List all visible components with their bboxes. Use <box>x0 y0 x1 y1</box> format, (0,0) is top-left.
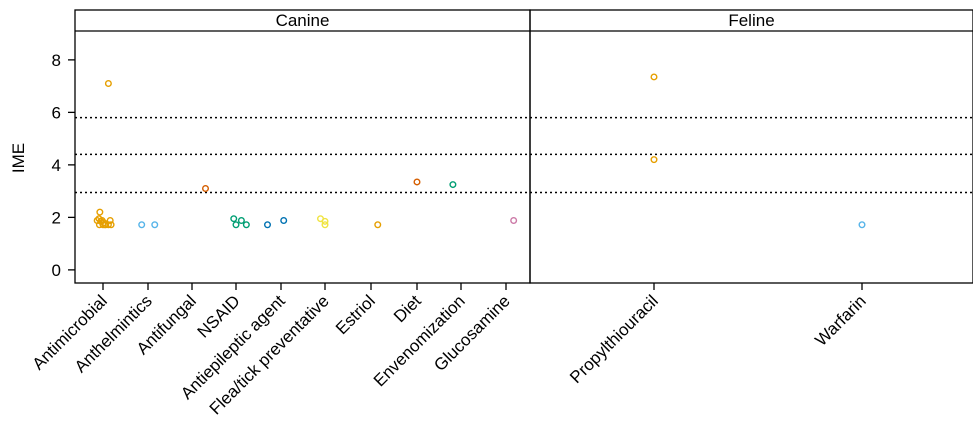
x-tick-label: Warfarin <box>811 291 869 349</box>
data-point <box>321 221 329 229</box>
y-axis-label: IME <box>9 143 28 173</box>
y-tick-label: 8 <box>52 51 61 70</box>
data-point <box>230 215 238 223</box>
data-point <box>858 221 866 229</box>
panel-strips: Canine Feline <box>276 11 775 30</box>
data-point <box>374 221 382 229</box>
y-tick-label: 6 <box>52 103 61 122</box>
data-point <box>232 221 240 229</box>
y-axis: 0 2 4 6 8 <box>52 51 75 280</box>
data-point <box>201 184 209 192</box>
panel-frame <box>74 9 531 284</box>
data-point <box>104 79 112 87</box>
data-point <box>321 217 329 225</box>
panel-strip-label: Canine <box>276 11 330 30</box>
data-point <box>264 221 272 229</box>
data-point <box>138 221 146 229</box>
y-tick-label: 0 <box>52 261 61 280</box>
data-point <box>96 208 104 216</box>
data-point <box>242 221 250 229</box>
data-point <box>151 221 159 229</box>
data-point <box>280 217 288 225</box>
x-tick-label: Propylthiouracil <box>566 291 662 387</box>
data-point <box>106 217 114 225</box>
y-tick-label: 4 <box>52 156 61 175</box>
data-point <box>449 181 457 189</box>
data-point <box>413 178 421 186</box>
data-point <box>107 221 115 229</box>
panel-strip-label: Feline <box>728 11 774 30</box>
panel-frame <box>529 9 973 284</box>
data-point <box>510 217 518 225</box>
reference-lines <box>75 116 973 194</box>
data-point <box>650 73 658 81</box>
data-points <box>93 73 866 229</box>
data-point <box>237 217 245 225</box>
x-axis: AntimicrobialAnthelminticsAntifungalNSAI… <box>29 283 870 418</box>
x-tick-label: Diet <box>390 291 425 326</box>
data-point <box>650 156 658 164</box>
panel-frames <box>74 9 973 284</box>
x-tick-label: Estriol <box>332 291 379 338</box>
y-tick-label: 2 <box>52 208 61 227</box>
